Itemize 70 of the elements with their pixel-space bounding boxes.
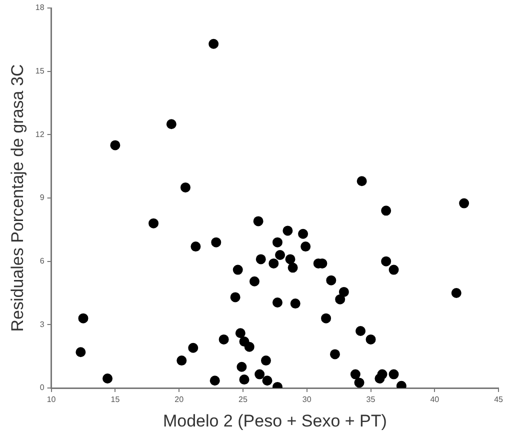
point <box>260 356 271 366</box>
point <box>208 38 219 49</box>
point <box>356 176 367 186</box>
point <box>210 376 220 386</box>
point <box>459 198 470 208</box>
point <box>232 264 243 275</box>
point <box>321 313 332 324</box>
point <box>272 298 282 308</box>
point <box>235 328 246 338</box>
point <box>388 264 399 275</box>
point <box>148 218 159 228</box>
point <box>188 342 198 353</box>
x-axis-title: Modelo 2 (Peso + Sexo + PT) <box>162 411 387 430</box>
point <box>288 262 298 273</box>
point <box>218 334 229 344</box>
point <box>388 369 399 380</box>
y-tick-label: 15 <box>35 66 45 76</box>
x-tick-label: 35 <box>366 395 376 404</box>
point <box>350 369 360 380</box>
y-tick-label: 12 <box>35 130 45 139</box>
point <box>211 237 222 248</box>
point <box>76 347 86 358</box>
point <box>366 334 376 344</box>
point <box>354 378 364 388</box>
x-tick-label: 10 <box>46 395 56 404</box>
point <box>338 286 349 297</box>
point <box>282 226 293 236</box>
point <box>239 374 250 385</box>
point <box>272 237 282 248</box>
point <box>78 313 88 324</box>
point <box>285 254 296 264</box>
x-tick-label: 25 <box>238 395 248 404</box>
y-axis-title: Residuales Porcentaje de grasa 3C <box>8 64 27 332</box>
point <box>381 206 392 216</box>
point <box>254 369 265 380</box>
point <box>244 342 254 352</box>
y-tick-label: 3 <box>40 320 45 329</box>
point <box>381 256 392 266</box>
point <box>166 119 176 130</box>
point <box>330 349 340 360</box>
point <box>262 376 272 386</box>
point <box>102 374 113 384</box>
x-tick-label: 30 <box>302 395 312 404</box>
x-tick-label: 45 <box>494 395 504 404</box>
point <box>377 369 388 380</box>
point <box>180 182 190 192</box>
point <box>300 242 311 252</box>
x-tick-label: 20 <box>174 395 184 404</box>
y-tick-label: 0 <box>40 383 45 392</box>
point <box>298 228 308 239</box>
point <box>249 276 260 286</box>
point <box>256 254 266 264</box>
point <box>110 140 120 150</box>
x-tick-label: 15 <box>110 395 120 404</box>
point <box>268 258 279 268</box>
point <box>190 242 201 252</box>
point <box>253 216 264 226</box>
y-tick-label: 18 <box>35 3 45 12</box>
point <box>230 292 240 302</box>
point <box>275 250 286 260</box>
point <box>290 298 300 309</box>
point <box>176 356 187 366</box>
point <box>356 326 366 336</box>
y-tick-label: 9 <box>40 193 45 202</box>
point <box>335 294 346 304</box>
point <box>451 288 462 298</box>
x-tick-label: 40 <box>430 395 440 404</box>
y-tick-label: 6 <box>40 256 45 266</box>
point <box>236 362 247 372</box>
point <box>326 275 336 286</box>
